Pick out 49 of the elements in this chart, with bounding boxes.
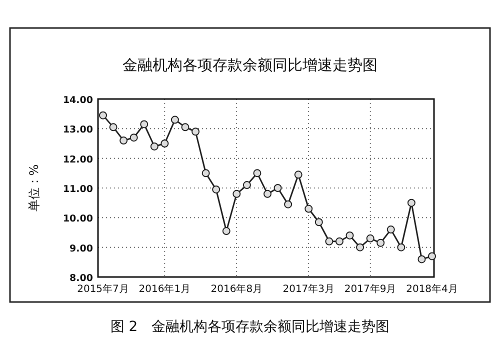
point [170, 116, 179, 124]
point [314, 218, 323, 226]
point [418, 255, 426, 264]
point [274, 184, 282, 192]
x-tick-label: 2017年9月 [344, 283, 396, 295]
point [428, 252, 436, 260]
point [304, 204, 313, 213]
point [325, 237, 334, 246]
x-tick-label: 2017年3月 [282, 283, 335, 295]
point [376, 238, 385, 247]
point [407, 198, 416, 207]
y-tick-label: 8.00 [70, 273, 94, 284]
y-tick-label: 11.00 [62, 184, 94, 195]
y-tick-label: 9.00 [70, 243, 94, 254]
point [264, 190, 272, 198]
point [284, 200, 292, 208]
x-tick-label: 2016年1月 [138, 283, 191, 295]
y-tick-label: 14.00 [62, 95, 94, 106]
point [130, 134, 138, 142]
y-tick-label: 12.00 [62, 154, 94, 166]
point [160, 140, 169, 148]
point [120, 136, 128, 145]
point [181, 123, 190, 132]
point [242, 181, 251, 190]
point [99, 111, 107, 120]
point [232, 190, 241, 198]
point [212, 185, 220, 194]
y-tick-label: 13.00 [62, 124, 94, 136]
point [386, 226, 395, 234]
y-tick-label: 10.00 [62, 214, 94, 225]
point [150, 142, 158, 150]
x-tick-label: 2018年4月 [406, 283, 458, 295]
point [192, 128, 200, 136]
point [109, 123, 118, 132]
point [397, 243, 406, 252]
x-tick-label: 2015年7月 [77, 283, 129, 295]
point [140, 120, 148, 128]
point [335, 237, 344, 246]
point [346, 231, 354, 240]
point [294, 170, 302, 179]
chart-title: 金融机构各项存款余额同比增速走势图 [122, 56, 378, 74]
point [356, 243, 364, 252]
point [253, 169, 262, 178]
point [222, 227, 230, 236]
x-tick-label: 2016年8月 [210, 283, 263, 295]
caption: 图 2 金融机构各项存款余额同比增速走势图 [110, 319, 390, 335]
point [366, 234, 374, 242]
point [202, 169, 210, 178]
y-axis-title: 单位：% [27, 164, 41, 212]
